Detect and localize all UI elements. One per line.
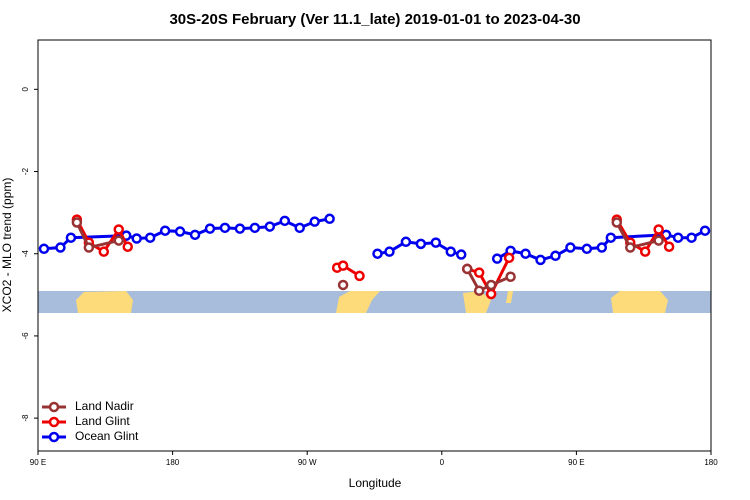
data-point bbox=[354, 270, 365, 282]
data-point bbox=[337, 279, 349, 291]
legend-marker bbox=[48, 416, 60, 428]
data-point bbox=[445, 246, 457, 257]
ocean-band bbox=[38, 291, 711, 313]
land bbox=[76, 291, 133, 313]
data-point bbox=[596, 242, 608, 253]
data-point bbox=[550, 250, 561, 262]
data-point bbox=[430, 237, 442, 248]
chart-title: 30S-20S February (Ver 11.1_late) 2019-01… bbox=[169, 11, 580, 28]
legend-marker bbox=[48, 401, 60, 413]
data-point bbox=[624, 242, 636, 253]
data-point bbox=[324, 213, 335, 225]
land-ocean-map bbox=[38, 291, 711, 313]
data-point bbox=[461, 263, 473, 275]
data-point bbox=[234, 223, 246, 234]
data-point bbox=[309, 216, 320, 227]
x-tick-label: 0 bbox=[440, 458, 445, 467]
data-point bbox=[279, 215, 291, 227]
data-point bbox=[639, 246, 651, 257]
data-point bbox=[653, 235, 664, 246]
data-point bbox=[264, 221, 276, 232]
y-tick-label: -6 bbox=[21, 332, 30, 340]
data-point bbox=[485, 288, 497, 300]
data-point bbox=[372, 248, 383, 259]
x-tick-label: 180 bbox=[704, 458, 718, 467]
data-point bbox=[491, 253, 503, 264]
land bbox=[463, 291, 491, 313]
plot-frame bbox=[37, 39, 712, 452]
data-point bbox=[174, 226, 186, 237]
data-point bbox=[605, 232, 617, 243]
x-tick-label: 90 E bbox=[30, 458, 46, 467]
data-point bbox=[400, 236, 412, 248]
legend-label: Land Nadir bbox=[75, 399, 134, 413]
data-point bbox=[611, 217, 623, 228]
data-point bbox=[98, 246, 110, 257]
land bbox=[336, 291, 380, 313]
legend-label: Land Glint bbox=[75, 414, 130, 428]
data-point bbox=[535, 254, 546, 266]
data-point bbox=[663, 241, 675, 252]
y-tick-label: -8 bbox=[21, 414, 30, 422]
data-point bbox=[337, 260, 349, 271]
data-point bbox=[473, 285, 485, 296]
x-tick-label: 90 E bbox=[568, 458, 584, 467]
land bbox=[611, 291, 668, 313]
data-point bbox=[581, 243, 593, 255]
data-point bbox=[204, 223, 216, 234]
data-point bbox=[415, 238, 427, 250]
x-tick-label: 90 W bbox=[298, 458, 317, 467]
data-point bbox=[189, 229, 201, 241]
data-point bbox=[122, 241, 133, 252]
data-point bbox=[520, 248, 531, 259]
data-point bbox=[473, 267, 485, 278]
data-point bbox=[249, 222, 261, 234]
land bbox=[506, 291, 513, 303]
x-axis-label: Longitude bbox=[349, 476, 402, 490]
data-point bbox=[672, 232, 684, 243]
x-tick-label: 180 bbox=[166, 458, 180, 467]
data-point bbox=[131, 233, 142, 244]
data-point bbox=[455, 249, 467, 260]
data-point bbox=[565, 242, 576, 253]
data-point bbox=[83, 242, 95, 253]
y-axis-label: XCO2 - MLO trend (ppm) bbox=[0, 178, 14, 313]
y-tick-label: 0 bbox=[21, 87, 30, 92]
data-point bbox=[65, 232, 77, 243]
data-point bbox=[653, 224, 664, 235]
data-point bbox=[219, 222, 231, 234]
data-point bbox=[55, 242, 66, 253]
data-point bbox=[71, 217, 83, 228]
y-tick-label: -2 bbox=[21, 167, 30, 175]
data-point bbox=[503, 252, 515, 264]
data-point bbox=[159, 225, 171, 236]
legend-marker bbox=[48, 431, 60, 443]
y-tick-label: -4 bbox=[21, 250, 30, 258]
data-point bbox=[113, 224, 125, 235]
data-point bbox=[505, 271, 516, 282]
data-point bbox=[38, 243, 50, 255]
data-point bbox=[144, 232, 156, 243]
legend-label: Ocean Glint bbox=[75, 429, 139, 443]
data-point bbox=[686, 232, 697, 243]
data-point bbox=[699, 225, 711, 236]
data-point bbox=[294, 222, 305, 234]
data-point bbox=[113, 235, 125, 246]
data-point bbox=[384, 246, 395, 257]
data-point bbox=[485, 279, 497, 291]
